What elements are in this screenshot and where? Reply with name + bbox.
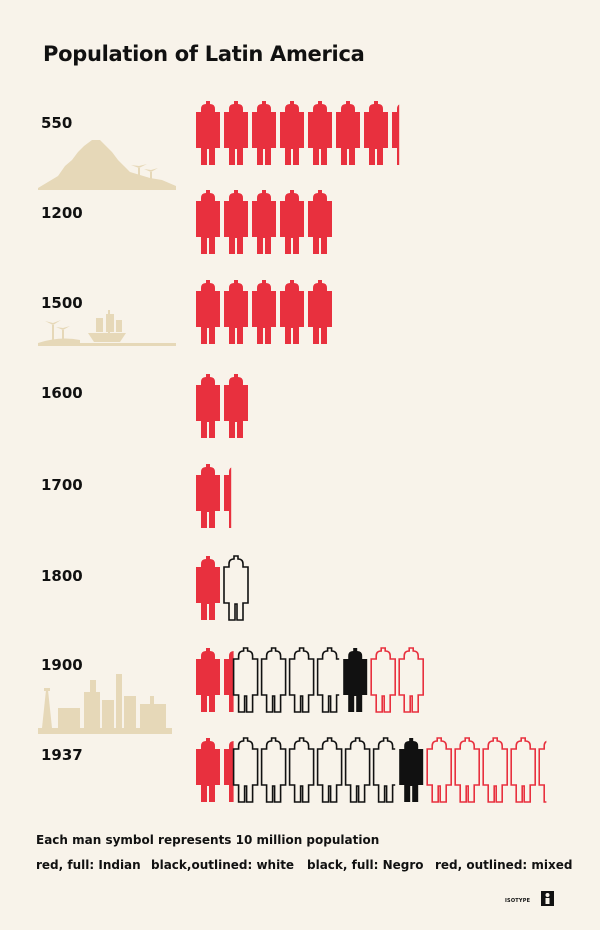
figure-mixed xyxy=(454,737,481,803)
figure-negro xyxy=(343,648,368,712)
figure-indian xyxy=(364,101,388,165)
figure-white xyxy=(316,647,340,713)
figure-white xyxy=(260,737,287,803)
year-label-1600: 1600 xyxy=(41,384,83,402)
figure-white xyxy=(372,737,396,803)
year-label-1937: 1937 xyxy=(41,746,83,764)
figure-mixed xyxy=(398,647,425,713)
figure-indian xyxy=(196,556,220,620)
year-label-1900: 1900 xyxy=(41,656,83,674)
year-labels: 550 1200 1500 1600 1700 1800 1900 1937 xyxy=(41,114,83,764)
figure-mixed xyxy=(538,740,547,803)
figure-indian xyxy=(252,280,276,344)
figure-negro xyxy=(399,738,424,802)
figure-indian xyxy=(308,190,332,254)
legend-item-white: black,outlined: white xyxy=(151,858,295,872)
figure-indian xyxy=(196,101,220,165)
year-label-1800: 1800 xyxy=(41,567,83,585)
figure-white xyxy=(288,737,315,803)
figure-indian xyxy=(280,280,304,344)
figure-indian xyxy=(196,374,220,438)
figure-indian xyxy=(224,101,248,165)
isotype-logo-icon xyxy=(541,891,554,906)
figure-white xyxy=(223,555,249,621)
figure-indian xyxy=(392,104,400,165)
figure-indian xyxy=(224,190,248,254)
year-label-1200: 1200 xyxy=(41,204,83,222)
figure-indian xyxy=(196,190,220,254)
figure-indian xyxy=(224,467,232,528)
figure-white xyxy=(232,737,259,803)
figure-mixed xyxy=(482,737,509,803)
figure-white xyxy=(316,737,343,803)
legend-item-indian: red, full: Indian xyxy=(36,858,141,872)
chart-title: Population of Latin America xyxy=(43,42,365,66)
year-label-1700: 1700 xyxy=(41,476,83,494)
pyramid-illustration xyxy=(38,140,176,190)
figure-indian xyxy=(308,280,332,344)
legend-item-mixed: red, outlined: mixed xyxy=(435,858,573,872)
ship-illustration xyxy=(38,310,176,346)
year-label-1500: 1500 xyxy=(41,294,83,312)
figure-white xyxy=(232,647,259,713)
figure-indian xyxy=(224,280,248,344)
figure-indian xyxy=(308,101,332,165)
figure-indian xyxy=(336,101,360,165)
figure-indian xyxy=(224,651,234,712)
figure-indian xyxy=(224,374,248,438)
figure-white xyxy=(344,737,371,803)
figure-white xyxy=(288,647,315,713)
figure-indian xyxy=(196,738,220,802)
figure-indian xyxy=(196,464,220,528)
figure-indian xyxy=(252,190,276,254)
figure-indian xyxy=(280,190,304,254)
industry-illustration xyxy=(38,674,172,734)
figure-mixed xyxy=(426,737,453,803)
isotype-logo-label: ISOTYPE xyxy=(505,898,531,904)
figures xyxy=(196,101,547,803)
figure-mixed xyxy=(370,647,397,713)
unit-note: Each man symbol represents 10 million po… xyxy=(36,833,380,847)
figure-indian xyxy=(196,280,220,344)
figure-mixed xyxy=(510,737,537,803)
figure-white xyxy=(260,647,287,713)
figure-indian xyxy=(280,101,304,165)
figure-indian xyxy=(196,648,220,712)
figure-indian xyxy=(252,101,276,165)
figure-indian xyxy=(224,741,234,802)
year-label-550: 550 xyxy=(41,114,72,132)
legend-item-negro: black, full: Negro xyxy=(307,858,424,872)
